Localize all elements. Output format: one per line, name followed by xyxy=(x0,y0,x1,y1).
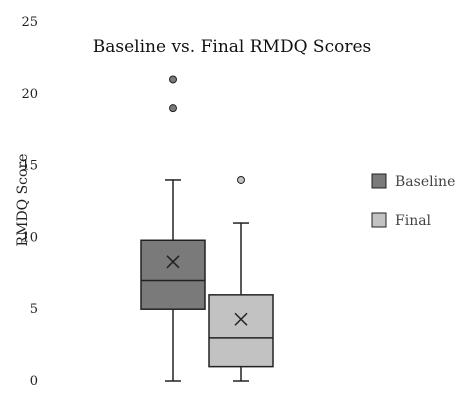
legend-item-baseline: Baseline xyxy=(371,173,455,190)
y-axis: 0 5 10 15 20 25 xyxy=(21,15,38,389)
plot-area xyxy=(140,75,274,382)
y-tick-label: 20 xyxy=(21,87,38,102)
outlier-point-baseline xyxy=(169,75,177,84)
legend: Baseline Final xyxy=(371,173,455,229)
chart-title: Baseline vs. Final RMDQ Scores xyxy=(93,37,371,57)
outlier-point-baseline xyxy=(169,104,177,113)
y-tick-label: 15 xyxy=(21,159,38,174)
box-baseline xyxy=(140,239,206,310)
y-tick-label: 0 xyxy=(30,374,38,389)
mean-marker-final xyxy=(234,312,248,326)
legend-label-baseline: Baseline xyxy=(395,174,455,190)
outlier-point-final xyxy=(237,175,245,184)
legend-label-final: Final xyxy=(395,213,432,229)
legend-swatch-final xyxy=(371,212,387,228)
mean-marker-baseline xyxy=(166,255,180,269)
box-final xyxy=(208,294,274,368)
y-tick-label: 5 xyxy=(30,302,38,317)
y-tick-label: 10 xyxy=(21,230,38,245)
y-tick-label: 25 xyxy=(21,15,38,30)
legend-item-final: Final xyxy=(371,212,432,229)
legend-swatch-baseline xyxy=(371,173,387,189)
y-axis-title: RMDQ Score xyxy=(15,154,31,247)
